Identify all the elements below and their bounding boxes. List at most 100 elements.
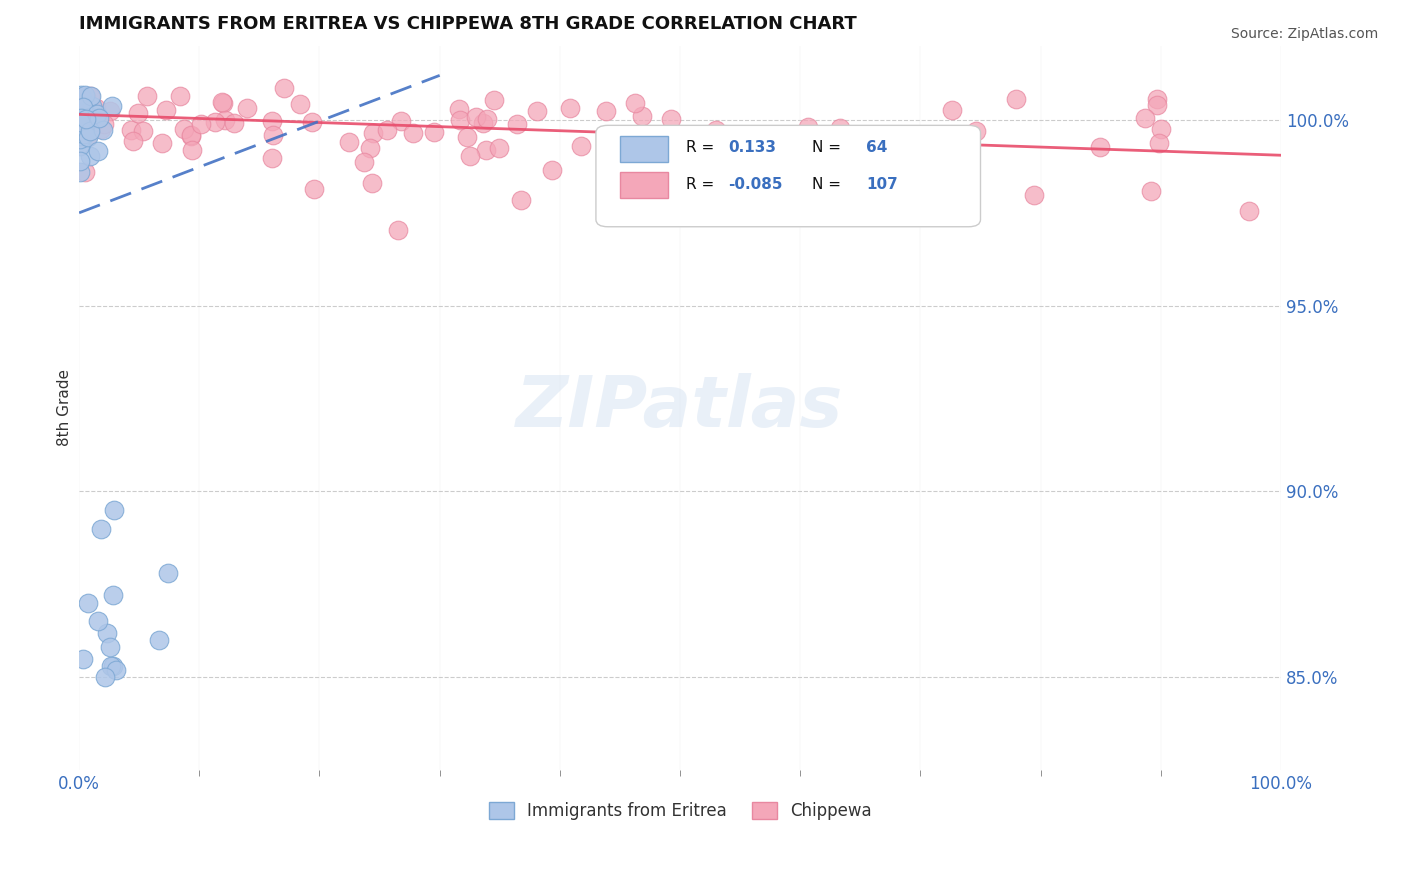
Point (69, 98, 91, 112)
Point (510, 193, 533, 207)
Point (214, 112, 236, 127)
Point (70, 119, 93, 133)
Point (672, 196, 695, 211)
Point (389, 114, 412, 128)
Point (464, 110, 486, 124)
Point (69, 139, 91, 153)
Text: R =: R = (686, 139, 714, 154)
Point (631, 108, 654, 122)
Point (69, 153, 91, 168)
Point (101, 659, 124, 673)
Point (75, 112, 97, 126)
Point (72, 122, 94, 136)
Point (67, 122, 90, 136)
Point (103, 503, 125, 517)
Point (361, 176, 384, 190)
Point (560, 101, 582, 115)
Point (127, 106, 149, 120)
Point (849, 145, 872, 160)
Point (67, 131, 90, 145)
Point (595, 104, 617, 119)
Point (75, 113, 97, 128)
Point (458, 149, 481, 163)
Point (132, 124, 155, 138)
Point (751, 149, 773, 163)
Point (839, 136, 862, 151)
FancyBboxPatch shape (596, 126, 980, 227)
Point (858, 153, 880, 167)
Point (69, 110, 91, 124)
Point (80, 89, 103, 103)
Point (72, 127, 94, 141)
Point (70, 118, 93, 132)
Point (173, 121, 195, 136)
Point (472, 116, 495, 130)
Point (70, 91, 93, 105)
Point (87, 111, 110, 125)
Point (70, 111, 93, 125)
Point (361, 126, 384, 140)
Point (80, 98, 103, 112)
Point (96, 625, 118, 640)
Point (76, 105, 98, 120)
Text: 107: 107 (866, 178, 898, 193)
Point (302, 181, 325, 195)
Point (76, 130, 98, 145)
Point (77, 112, 100, 126)
Point (86, 107, 108, 121)
Bar (620, 136, 668, 161)
Text: ZIPatlas: ZIPatlas (516, 374, 844, 442)
Point (423, 125, 446, 139)
Text: Source: ZipAtlas.com: Source: ZipAtlas.com (1230, 27, 1378, 41)
Point (90, 121, 112, 136)
Point (98, 103, 121, 118)
Point (75, 90, 97, 104)
Bar (620, 172, 668, 198)
Point (84, 101, 107, 115)
Point (72, 124, 94, 138)
Point (100, 640, 122, 655)
Point (69, 137, 91, 152)
Point (75, 164, 97, 178)
Point (72, 115, 94, 129)
Point (797, 120, 820, 135)
Point (148, 632, 170, 647)
Point (82, 101, 104, 115)
Point (156, 566, 179, 581)
Point (69, 110, 91, 124)
Point (69, 115, 91, 129)
Point (661, 112, 683, 127)
Point (212, 96, 235, 111)
Point (69, 129, 91, 144)
Point (75, 126, 97, 140)
Point (80, 107, 103, 121)
Point (623, 96, 645, 111)
Point (488, 141, 510, 155)
Point (224, 116, 246, 130)
Point (190, 117, 212, 131)
Point (93, 117, 115, 131)
Point (180, 129, 202, 144)
Point (90, 522, 112, 536)
Point (79, 88, 101, 103)
Point (67, 111, 90, 125)
Point (865, 130, 887, 145)
Legend: Immigrants from Eritrea, Chippewa: Immigrants from Eritrea, Chippewa (482, 796, 879, 827)
Point (449, 102, 471, 116)
Point (150, 136, 173, 150)
Point (211, 95, 233, 110)
Point (155, 103, 177, 118)
Point (69, 120, 91, 135)
Point (169, 89, 191, 103)
Point (900, 164, 922, 178)
Point (387, 223, 409, 237)
Point (69, 165, 91, 179)
Point (704, 123, 727, 137)
Point (965, 124, 987, 138)
Point (260, 114, 283, 128)
Point (1150, 121, 1173, 136)
Point (73, 115, 96, 129)
Point (103, 589, 125, 603)
Point (75, 105, 97, 120)
Point (69, 102, 91, 116)
